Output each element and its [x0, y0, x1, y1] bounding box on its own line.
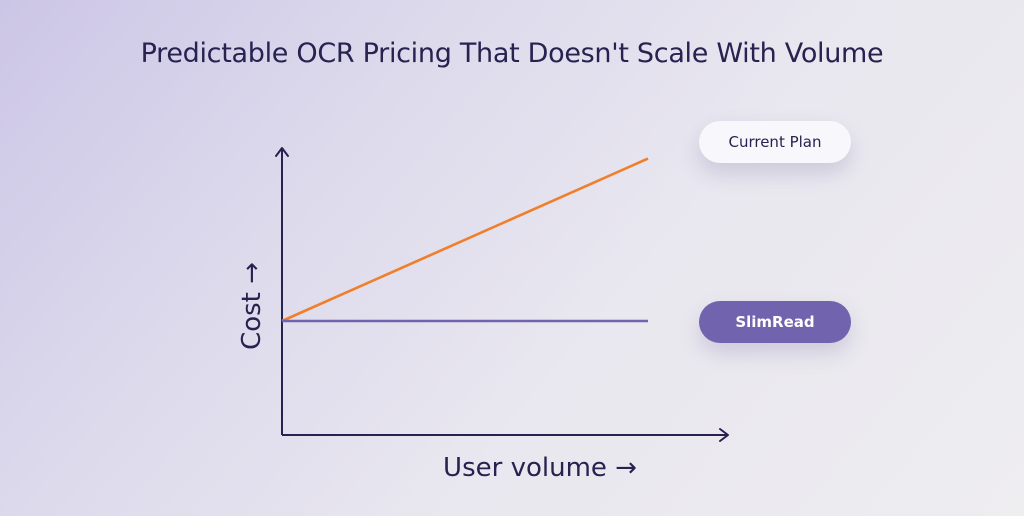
y-axis-label: Cost →: [237, 262, 267, 350]
series-line-current-plan: [281, 157, 649, 323]
chart-axes: [275, 147, 729, 442]
x-axis-label: User volume →: [443, 453, 637, 483]
x-axis-arrow: [719, 428, 729, 442]
legend-slimread-label: SlimRead: [735, 313, 815, 331]
chart-title: Predictable OCR Pricing That Doesn't Sca…: [140, 38, 884, 69]
legend-current-plan: Current Plan: [699, 121, 851, 163]
legend-current-plan-label: Current Plan: [728, 133, 822, 151]
legend-slimread: SlimRead: [699, 301, 851, 343]
chart-series: [281, 157, 649, 323]
y-axis-arrow: [275, 147, 289, 157]
